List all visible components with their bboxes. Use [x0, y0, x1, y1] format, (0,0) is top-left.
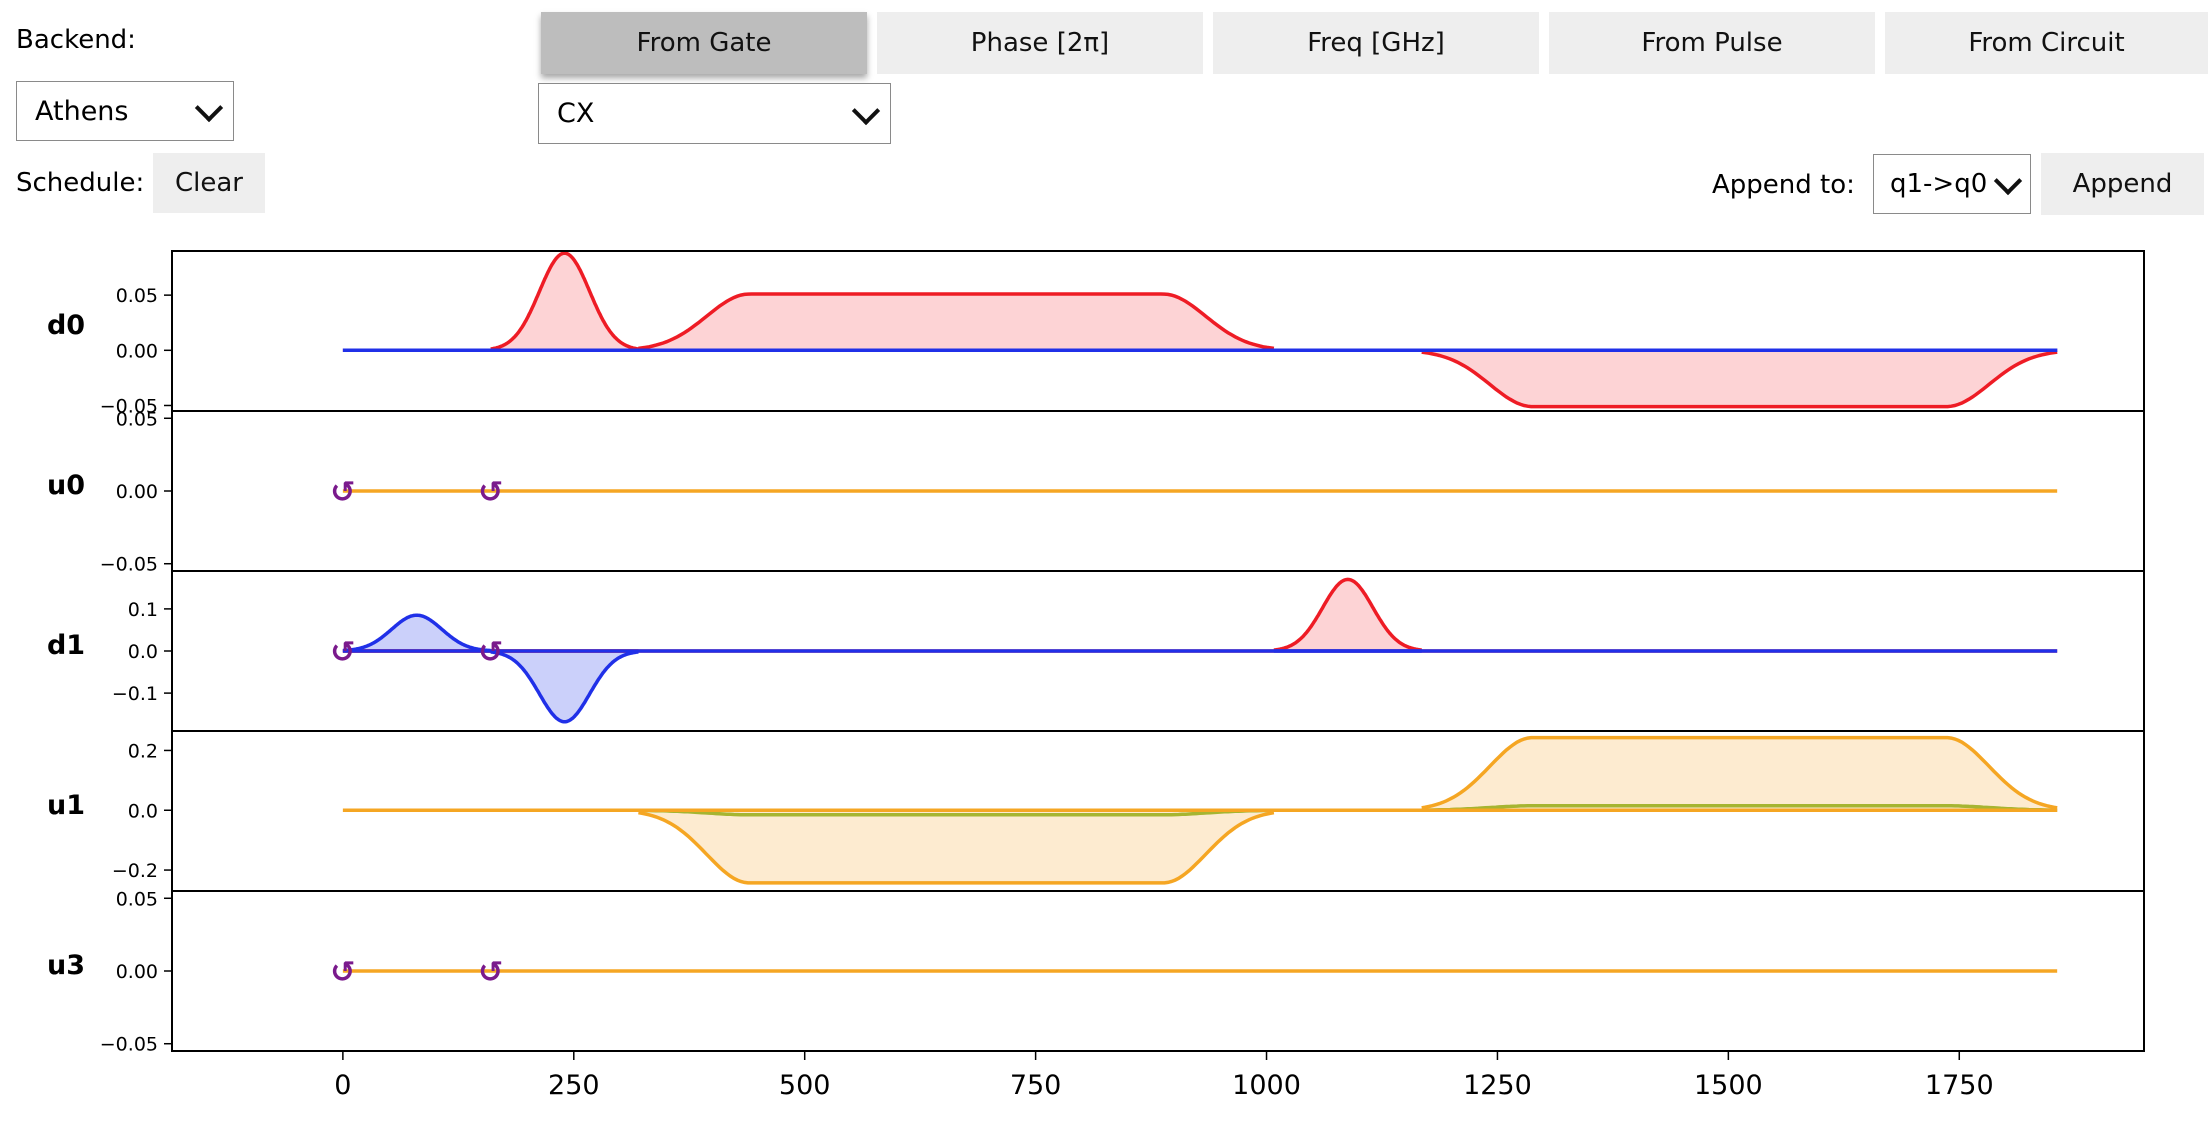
pulse-imag-line	[342, 613, 491, 653]
pulse-real-line	[638, 292, 1275, 351]
channel-u3: 0.05 0.00 −0.05 u3 ↺ ↺	[47, 888, 2145, 1056]
backend-select[interactable]: Athens	[16, 81, 234, 141]
pulse-real-line	[1421, 735, 2058, 810]
pulse-real-line	[490, 251, 639, 351]
x-axis: 0 250 500 750 1000 1250 1500 1750	[334, 1051, 1994, 1101]
x-tick-label: 1000	[1232, 1070, 1301, 1101]
x-tick-label: 250	[548, 1070, 600, 1101]
x-tick-label: 0	[334, 1070, 351, 1101]
x-tick-label: 750	[1010, 1070, 1062, 1101]
pulse-real-fill	[638, 294, 1274, 351]
pulse-imag-fill	[490, 651, 639, 722]
x-tick-label: 1500	[1694, 1070, 1763, 1101]
pulse-real-fill	[1273, 579, 1422, 651]
pulse-real-fill	[638, 810, 1274, 883]
pulse-real-line	[638, 810, 1275, 885]
panel-frame	[171, 890, 2145, 1052]
channel-label: u3	[47, 950, 85, 981]
pulse-imag-line	[490, 650, 639, 724]
append-to-select[interactable]: q1->q0	[1873, 154, 2031, 214]
y-tick-label: −0.1	[112, 683, 158, 705]
gate-select[interactable]: CX	[538, 83, 891, 144]
tab-phase[interactable]: Phase [2π]	[877, 12, 1203, 74]
y-tick-label: 0.05	[116, 285, 158, 307]
channel-d1: 0.1 0.0 −0.1 d1 ↺ ↺	[47, 570, 2145, 732]
y-tick-label: 0.1	[128, 599, 158, 621]
frame-change-icon: ↺	[330, 635, 355, 670]
frame-change-icon: ↺	[478, 635, 503, 670]
y-tick-label: −0.2	[112, 860, 158, 882]
pulse-real-fill	[490, 253, 639, 351]
y-tick-label: −0.05	[100, 1034, 158, 1056]
frame-change-icon: ↺	[478, 955, 503, 990]
append-to-label: Append to:	[1712, 170, 1855, 200]
x-tick-label: 1750	[1925, 1070, 1994, 1101]
schedule-label: Schedule:	[16, 168, 145, 198]
pulse-imag-fill	[342, 615, 491, 651]
pulse-real-line	[1421, 350, 2058, 409]
append-button[interactable]: Append	[2041, 153, 2204, 215]
channel-label: d0	[47, 310, 85, 341]
channel-u0: 0.05 0.00 −0.05 u0 ↺ ↺	[47, 408, 2145, 576]
backend-label: Backend:	[16, 25, 136, 55]
x-tick-label: 500	[779, 1070, 831, 1101]
y-tick-label: −0.05	[100, 554, 158, 576]
y-tick-label: 0.00	[116, 340, 158, 362]
x-tick-label: 1250	[1463, 1070, 1532, 1101]
y-tick-label: 0.2	[128, 740, 158, 762]
y-tick-label: 0.05	[116, 408, 158, 430]
channel-u1: 0.2 0.0 −0.2 u1	[47, 730, 2145, 892]
gate-select-value: CX	[557, 98, 595, 129]
channel-label: u1	[47, 790, 85, 821]
pulse-real-fill	[1421, 350, 2058, 407]
channel-d0: 0.05 0.00 −0.05 d0	[47, 250, 2145, 417]
y-tick-label: 0.00	[116, 481, 158, 503]
tab-from-pulse[interactable]: From Pulse	[1549, 12, 1875, 74]
frame-change-icon: ↺	[478, 475, 503, 510]
backend-select-value: Athens	[35, 95, 129, 127]
pulse-imag-line	[1421, 804, 2058, 812]
tab-freq[interactable]: Freq [GHz]	[1213, 12, 1539, 74]
y-tick-label: 0.0	[128, 800, 158, 822]
frame-change-icon: ↺	[330, 475, 355, 510]
pulse-real-fill	[1421, 737, 2058, 811]
frame-change-icon: ↺	[330, 955, 355, 990]
tab-from-gate[interactable]: From Gate	[541, 12, 867, 74]
clear-button[interactable]: Clear	[153, 153, 265, 213]
y-tick-label: 0.0	[128, 641, 158, 663]
y-tick-label: 0.05	[116, 888, 158, 910]
pulse-imag-line	[638, 808, 1274, 817]
channel-label: u0	[47, 470, 85, 501]
channel-label: d1	[47, 630, 85, 661]
pulse-real-line	[1273, 577, 1422, 652]
append-to-select-value: q1->q0	[1890, 169, 1988, 199]
tab-from-circuit[interactable]: From Circuit	[1885, 12, 2208, 74]
y-tick-label: −0.05	[100, 395, 158, 417]
y-tick-label: 0.00	[116, 961, 158, 983]
